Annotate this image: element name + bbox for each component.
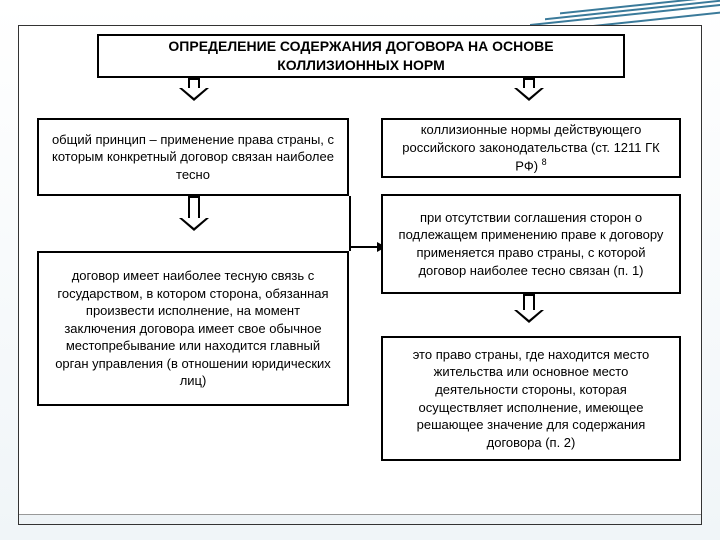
box-right1: коллизионные нормы действующего российск… [381, 118, 681, 178]
arrow-right-mid [514, 294, 544, 323]
box-right3: это право страны, где находится место жи… [381, 336, 681, 461]
text-right3: это право страны, где находится место жи… [393, 346, 669, 451]
box-right2: при отсутствии соглашения сторон о подле… [381, 194, 681, 294]
connector-stub [349, 196, 351, 251]
title-box: ОПРЕДЕЛЕНИЕ СОДЕРЖАНИЯ ДОГОВОРА НА ОСНОВ… [97, 34, 625, 78]
text-right1: коллизионные нормы действующего российск… [393, 121, 669, 175]
arrow-title-right [514, 78, 544, 101]
arrow-title-left [179, 78, 209, 101]
text-left2: договор имеет наиболее тесную связь с го… [49, 267, 337, 390]
box-left1: общий принцип – применение права страны,… [37, 118, 349, 196]
title-line2: КОЛЛИЗИОННЫХ НОРМ [277, 56, 445, 75]
text-right2: при отсутствии соглашения сторон о подле… [393, 209, 669, 279]
diagram-canvas: ОПРЕДЕЛЕНИЕ СОДЕРЖАНИЯ ДОГОВОРА НА ОСНОВ… [18, 25, 702, 525]
text-left1: общий принцип – применение права страны,… [49, 131, 337, 184]
box-left2: договор имеет наиболее тесную связь с го… [37, 251, 349, 406]
title-line1: ОПРЕДЕЛЕНИЕ СОДЕРЖАНИЯ ДОГОВОРА НА ОСНОВ… [168, 37, 553, 56]
footer-bar [19, 514, 701, 524]
arrow-left-mid [179, 196, 209, 231]
superscript: 8 [542, 157, 547, 167]
